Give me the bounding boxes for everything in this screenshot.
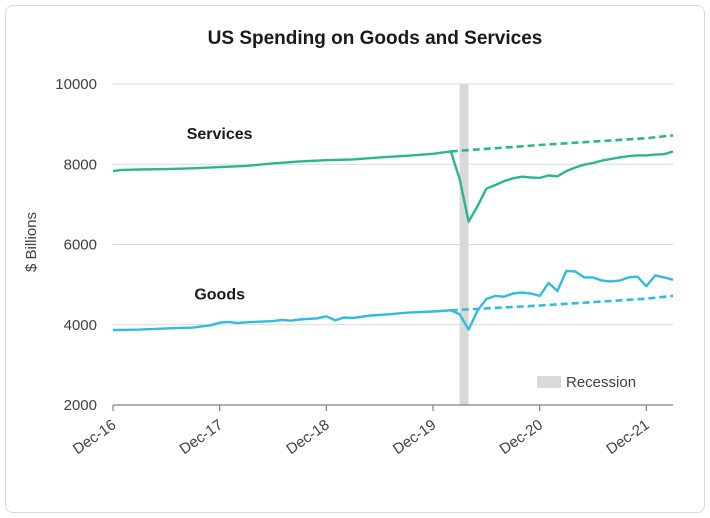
chart-title: US Spending on Goods and Services	[207, 28, 543, 49]
x-tick-label: Dec-19	[390, 416, 439, 458]
axes: 2000 4000 6000 8000 10000 Dec-16 Dec-17 Dec-18 D…	[55, 76, 673, 458]
x-tick-label: Dec-20	[497, 416, 546, 458]
legend-label-recession: Recession	[566, 374, 636, 391]
x-tick-label: Dec-16	[70, 416, 119, 458]
recession-band	[459, 84, 469, 405]
series-line	[112, 150, 674, 223]
x-tick-label: Dec-21	[603, 416, 652, 458]
y-tick-label: 2000	[64, 397, 97, 414]
y-tick-label: 6000	[64, 237, 97, 254]
series-label-goods: Goods	[194, 287, 245, 304]
y-tick-label: 8000	[64, 156, 97, 173]
y-tick-label: 10000	[55, 76, 97, 93]
recession-bar	[459, 84, 469, 405]
series-line	[112, 269, 674, 332]
legend-swatch-recession	[537, 376, 561, 388]
labels: Services Goods	[187, 126, 253, 304]
x-tick-label: Dec-17	[177, 416, 226, 458]
legend: Recession	[537, 374, 636, 391]
trend-line	[450, 134, 674, 153]
y-tick-label: 4000	[64, 317, 97, 334]
trend-line	[450, 294, 674, 312]
y-axis-label: $ Billions	[23, 212, 40, 272]
series-lines	[112, 134, 674, 332]
series-label-services: Services	[187, 126, 253, 143]
x-tick-label: Dec-18	[283, 416, 332, 458]
chart-frame	[5, 5, 705, 513]
